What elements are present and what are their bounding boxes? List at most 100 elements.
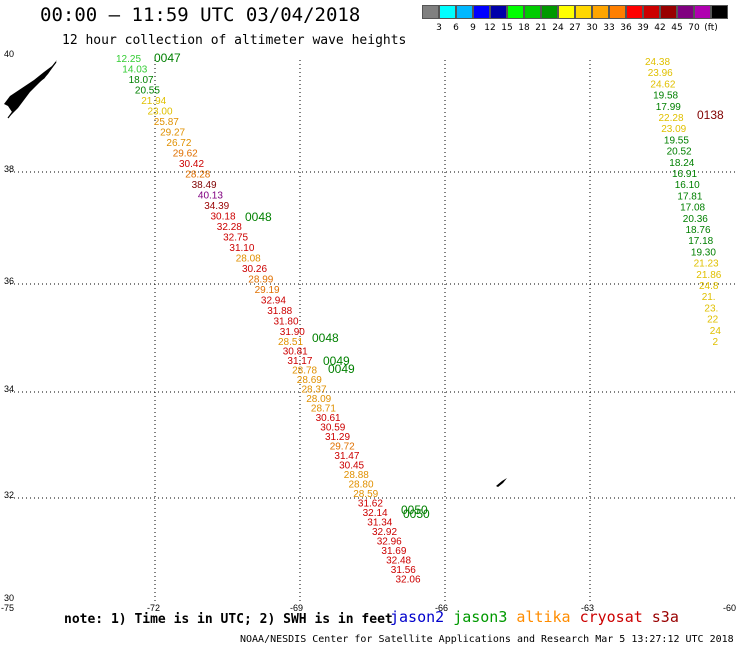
track-a-value: 31.10 xyxy=(229,243,254,254)
track-a-value: 28.28 xyxy=(185,170,210,181)
colorbar-swatch xyxy=(558,5,575,19)
track-b-value: 30.59 xyxy=(320,423,345,434)
track-a-value: 30.18 xyxy=(211,212,236,223)
track-b-value: 31.47 xyxy=(334,451,359,462)
track-c-value: 21. xyxy=(702,292,716,303)
colorbar-label: 3 xyxy=(436,23,442,33)
colorbar-swatch xyxy=(456,5,473,19)
colorbar-label: 21 xyxy=(535,23,547,33)
track-c-value: 19.55 xyxy=(664,135,689,146)
track-a-value: 21.94 xyxy=(141,96,166,107)
track-a-value: 25.87 xyxy=(154,117,179,128)
track-b-value: 28.59 xyxy=(353,489,378,500)
track-a-value: 29.19 xyxy=(255,285,280,296)
track-c-value: 24.62 xyxy=(650,79,675,90)
coastline xyxy=(4,58,507,487)
track-c-value: 23. xyxy=(704,303,718,314)
track-a-value: 32.94 xyxy=(261,296,286,307)
colorbar-label: 18 xyxy=(518,23,530,33)
colorbar-swatch xyxy=(660,5,677,19)
colorbar-swatch xyxy=(711,5,728,19)
track-b-value: 28.09 xyxy=(306,394,331,405)
colorbar-label: 27 xyxy=(569,23,581,33)
pass-label: 0047 xyxy=(154,51,181,65)
track-b-value: 31.62 xyxy=(358,499,383,510)
colorbar-label: 24 xyxy=(552,23,564,33)
lat-tick-label: 36 xyxy=(4,276,14,286)
track-a-value: 30.42 xyxy=(179,159,204,170)
track-c-value: 16.10 xyxy=(675,180,700,191)
colorbar-swatch xyxy=(592,5,609,19)
colorbar-label: (ft) xyxy=(704,23,718,33)
track-c-value: 23.96 xyxy=(648,68,673,79)
track-a-value: 32.75 xyxy=(223,233,248,244)
colorbar-swatch xyxy=(422,5,439,19)
track-c-value: 16.91 xyxy=(672,169,697,180)
track-c-value: 17.99 xyxy=(656,102,681,113)
track-a-value: 12.25 xyxy=(116,54,141,65)
colorbar-swatch xyxy=(694,5,711,19)
credit-line: NOAA/NESDIS Center for Satellite Applica… xyxy=(240,634,734,645)
colorbar-swatch xyxy=(541,5,558,19)
legend-altika: altika xyxy=(516,608,571,626)
colorbar-swatch xyxy=(524,5,541,19)
colorbar-swatch xyxy=(507,5,524,19)
footer-note: note: 1) Time is in UTC; 2) SWH is in fe… xyxy=(64,612,393,627)
lon-tick-label: -72 xyxy=(147,603,160,613)
track-b-value: 30.81 xyxy=(283,347,308,358)
track-b-value: 31.56 xyxy=(391,565,416,576)
track-a-value: 26.72 xyxy=(166,138,191,149)
track-b-value: 29.72 xyxy=(330,442,355,453)
track-c-value: 24 xyxy=(710,326,722,337)
track-b-value: 28.69 xyxy=(297,375,322,386)
pass-label: 0138 xyxy=(697,108,724,122)
colorbar-swatch xyxy=(490,5,507,19)
track-a-value: 29.62 xyxy=(173,149,198,160)
track-c-value: 22 xyxy=(707,315,719,326)
wave-height-tracks: 12.2514.0318.0720.5521.9423.0025.8729.27… xyxy=(116,54,722,586)
track-c-value: 2 xyxy=(713,337,719,348)
colorbar-swatch xyxy=(626,5,643,19)
track-b-value: 28.71 xyxy=(311,404,336,415)
track-b-value: 28.78 xyxy=(292,366,317,377)
pass-label: 0049 xyxy=(328,362,355,376)
colorbar-label: 15 xyxy=(501,23,513,33)
track-b-value: 28.88 xyxy=(344,470,369,481)
track-a-value: 32.28 xyxy=(217,222,242,233)
legend-cryosat: cryosat xyxy=(579,608,643,626)
lon-tick-label: -60 xyxy=(723,603,736,613)
track-c-value: 20.52 xyxy=(667,147,692,158)
colorbar-swatch xyxy=(609,5,626,19)
track-c-value: 18.24 xyxy=(669,158,694,169)
legend-jason2: jason2 xyxy=(390,608,445,626)
track-c-value: 23.09 xyxy=(661,124,686,135)
map-subtitle: 12 hour collection of altimeter wave hei… xyxy=(62,33,407,48)
track-b-value: 31.17 xyxy=(287,356,312,367)
colorbar-label: 39 xyxy=(637,23,649,33)
track-c-value: 24.8 xyxy=(699,281,719,292)
pass-label: 0049 xyxy=(323,354,350,368)
track-b-value: 28.37 xyxy=(302,385,327,396)
track-c-value: 21.23 xyxy=(694,259,719,270)
track-c-value: 20.36 xyxy=(683,214,708,225)
track-b-value: 31.69 xyxy=(381,546,406,557)
coast-line xyxy=(7,61,57,119)
colorbar-swatch xyxy=(677,5,694,19)
track-b-value: 31.34 xyxy=(367,518,392,529)
lat-tick-label: 38 xyxy=(4,164,14,174)
map-title: 00:00 – 11:59 UTC 03/04/2018 xyxy=(40,4,361,26)
colorbar-label: 12 xyxy=(484,23,496,33)
pass-label: 0050 xyxy=(401,503,428,517)
track-a-value: 20.55 xyxy=(135,86,160,97)
track-b-value: 31.29 xyxy=(325,432,350,443)
track-c-value: 21.86 xyxy=(696,270,721,281)
map-grid xyxy=(10,60,735,604)
lon-tick-label: -69 xyxy=(290,603,303,613)
track-a-value: 31.90 xyxy=(280,327,305,338)
track-a-value: 31.88 xyxy=(267,306,292,317)
track-b-value: 30.45 xyxy=(339,461,364,472)
colorbar-label: 33 xyxy=(603,23,615,33)
island-bermuda xyxy=(496,478,507,487)
